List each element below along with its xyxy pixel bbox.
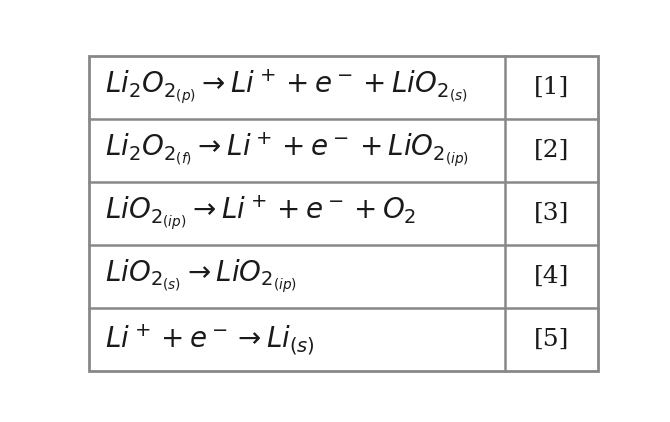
Text: [2]: [2] [534, 138, 570, 162]
Text: [1]: [1] [534, 76, 569, 98]
Text: $\bf\it{Li_2O_{2_{(p)}} \rightarrow Li^+ + e^- + LiO_{2_{(s)}}}$: $\bf\it{Li_2O_{2_{(p)}} \rightarrow Li^+… [105, 68, 467, 106]
Text: [5]: [5] [534, 328, 570, 351]
Text: $\bf\it{LiO_{2_{(ip)}} \rightarrow Li^+ + e^- + O_2}$: $\bf\it{LiO_{2_{(ip)}} \rightarrow Li^+ … [105, 194, 416, 233]
Text: [3]: [3] [534, 202, 570, 225]
Text: $\bf\it{Li_2O_{2_{(f)}} \rightarrow Li^+ + e^- + LiO_{2_{(ip)}}}$: $\bf\it{Li_2O_{2_{(f)}} \rightarrow Li^+… [105, 130, 468, 170]
FancyBboxPatch shape [89, 56, 598, 371]
Text: $\bf\it{LiO_{2_{(s)}} \rightarrow LiO_{2_{(ip)}}}$: $\bf\it{LiO_{2_{(s)}} \rightarrow LiO_{2… [105, 257, 297, 295]
Text: [4]: [4] [534, 265, 570, 288]
Text: $\bf\it{Li^+ + e^- \rightarrow Li_{(s)}}$: $\bf\it{Li^+ + e^- \rightarrow Li_{(s)}}… [105, 322, 314, 357]
